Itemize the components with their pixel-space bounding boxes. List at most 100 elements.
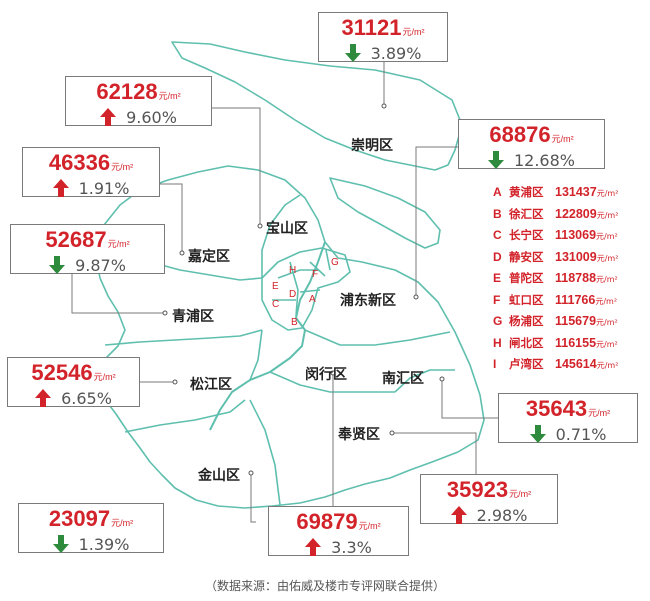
district-boundaries [95, 41, 485, 509]
price-value: 46336元/m² [23, 151, 159, 179]
urban-row: C 长宁区 113069元/m² [493, 225, 650, 247]
leader-baoshan [212, 107, 261, 226]
arrow-down-icon [49, 256, 66, 279]
change-percent: 1.39% [78, 535, 130, 554]
label-songjiang: 松江区 [190, 377, 232, 393]
price-unit: 元/m² [111, 518, 134, 528]
urban-map-letter-h: H [289, 265, 297, 276]
label-baoshan: 宝山区 [266, 221, 308, 237]
nanhui-fengxian-border [394, 369, 455, 393]
change-row: 12.68% [459, 151, 604, 174]
urban-price: 145614 [555, 357, 597, 371]
price-unit: 元/m² [551, 134, 574, 144]
urban-row: H 闸北区 116155元/m² [493, 333, 650, 355]
price-value: 68876元/m² [459, 123, 604, 151]
qingpu-songjiang-border [104, 329, 263, 346]
arrow-down-icon [487, 151, 504, 174]
dot-pudong [413, 294, 419, 300]
change-percent: 12.68% [513, 151, 575, 170]
urban-map-letter-d: D [289, 289, 297, 300]
urban-name: 普陀区 [509, 271, 544, 285]
price-value: 69879元/m² [269, 510, 408, 538]
urban-name: 静安区 [509, 249, 544, 264]
urban-name: 黄浦区 [509, 185, 544, 199]
label-jiading: 嘉定区 [188, 249, 230, 265]
dot-qingpu [162, 310, 168, 316]
urban-unit: 元/m² [596, 361, 619, 370]
price-box-pudong: 68876元/m² 12.68% [458, 119, 605, 170]
dot-baoshan [257, 223, 263, 229]
urban-map-letter-a: A [309, 294, 316, 305]
urban-letter: A [493, 185, 502, 199]
urban-letter: C [493, 228, 502, 242]
urban-letter: I [493, 357, 497, 371]
label-minhang: 闵行区 [305, 367, 347, 383]
change-row: 9.87% [11, 256, 164, 279]
arrow-up-icon [52, 179, 69, 202]
price-box-fengxian: 35923元/m² 2.98% [420, 474, 558, 525]
price-box-jinshan: 23097元/m² 1.39% [18, 503, 164, 554]
pudong-nanhui-border [304, 329, 451, 346]
urban-name: 杨浦区 [509, 314, 544, 328]
price-unit: 元/m² [588, 408, 611, 418]
urban-price: 118788 [555, 271, 597, 285]
songjiang-minhang-border [249, 329, 263, 381]
urban-unit: 元/m² [596, 189, 619, 198]
label-jinshan: 金山区 [198, 468, 240, 484]
urban-row: I 卢湾区 145614元/m² [493, 354, 650, 376]
urban-row: G 杨浦区 115679元/m² [493, 311, 650, 333]
price-box-qingpu: 52687元/m² 9.87% [10, 224, 165, 275]
price-number: 35923 [446, 477, 509, 502]
arrow-up-icon [305, 538, 322, 561]
urban-letter: D [493, 249, 502, 264]
price-box-chongming: 31121元/m² 3.89% [318, 12, 448, 63]
urban-unit: 元/m² [596, 339, 618, 349]
change-percent: 3.89% [370, 44, 422, 63]
leader-fengxian [392, 432, 477, 478]
urban-name: 徐汇区 [509, 206, 544, 221]
change-percent: 6.65% [61, 389, 112, 408]
chongming-island-outline [171, 41, 463, 171]
price-number: 46336 [48, 150, 111, 175]
urban-letter: B [493, 206, 502, 221]
dot-nanhui [439, 376, 445, 382]
urban-letter: G [493, 314, 503, 328]
price-value: 23097元/m² [19, 507, 163, 535]
urban-map-letter-b: B [291, 317, 298, 328]
urban-price: 111766 [555, 292, 596, 307]
urban-price: 122809 [555, 206, 597, 221]
leader-jiading [160, 183, 183, 253]
change-percent: 1.91% [78, 179, 130, 198]
change-row: 1.39% [19, 535, 163, 558]
leader-nanhui [441, 379, 498, 419]
urban-row: B 徐汇区 122809元/m² [493, 204, 650, 226]
price-number: 68876 [489, 122, 551, 147]
urban-map-letter-f: F [312, 269, 319, 280]
price-number: 35643 [525, 396, 588, 421]
urban-inner-borders [272, 249, 331, 317]
price-box-songjiang: 52546元/m² 6.65% [7, 357, 140, 408]
price-value: 31121元/m² [319, 16, 447, 44]
leader-lines [71, 62, 498, 523]
songjiang-jinshan-border [124, 399, 246, 433]
change-percent: 9.60% [126, 108, 177, 127]
price-number: 69879 [296, 509, 358, 534]
price-box-minhang: 69879元/m² 3.3% [268, 506, 409, 557]
urban-name: 虹口区 [509, 292, 544, 307]
price-box-nanhui: 35643元/m² 0.71% [498, 393, 638, 444]
urban-map-letter-g: G [331, 257, 339, 268]
label-pudong: 浦东新区 [340, 293, 396, 309]
urban-price: 113069 [555, 228, 597, 242]
change-percent: 9.87% [75, 256, 126, 275]
label-chongming: 崇明区 [351, 138, 393, 154]
huangpu-river [209, 241, 326, 431]
urban-name: 长宁区 [509, 228, 544, 242]
price-number: 31121 [341, 15, 402, 40]
location-dots [162, 103, 445, 476]
price-number: 52687 [45, 227, 107, 252]
dot-chongming [381, 103, 387, 109]
label-qingpu: 青浦区 [172, 309, 214, 325]
leader-jinshan [250, 473, 256, 523]
urban-unit: 元/m² [596, 210, 619, 220]
change-percent: 0.71% [555, 425, 607, 444]
